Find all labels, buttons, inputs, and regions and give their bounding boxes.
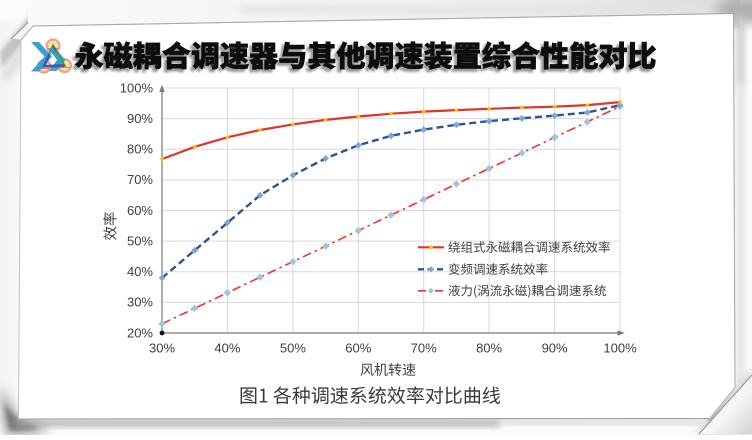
svg-text:50%: 50% [280, 341, 306, 356]
svg-text:20%: 20% [127, 325, 153, 340]
svg-text:50%: 50% [127, 233, 153, 248]
svg-text:30%: 30% [127, 295, 153, 310]
svg-text:80%: 80% [127, 142, 153, 157]
svg-text:100%: 100% [603, 341, 637, 356]
svg-text:70%: 70% [411, 341, 437, 356]
svg-text:90%: 90% [542, 341, 568, 356]
svg-text:60%: 60% [345, 341, 371, 356]
svg-text:80%: 80% [476, 341, 502, 356]
svg-text:90%: 90% [127, 111, 153, 126]
svg-text:60%: 60% [127, 203, 153, 218]
svg-text:100%: 100% [120, 80, 154, 95]
svg-text:70%: 70% [127, 172, 153, 187]
svg-text:40%: 40% [214, 341, 240, 356]
svg-text:40%: 40% [127, 264, 153, 279]
svg-text:30%: 30% [149, 341, 175, 356]
